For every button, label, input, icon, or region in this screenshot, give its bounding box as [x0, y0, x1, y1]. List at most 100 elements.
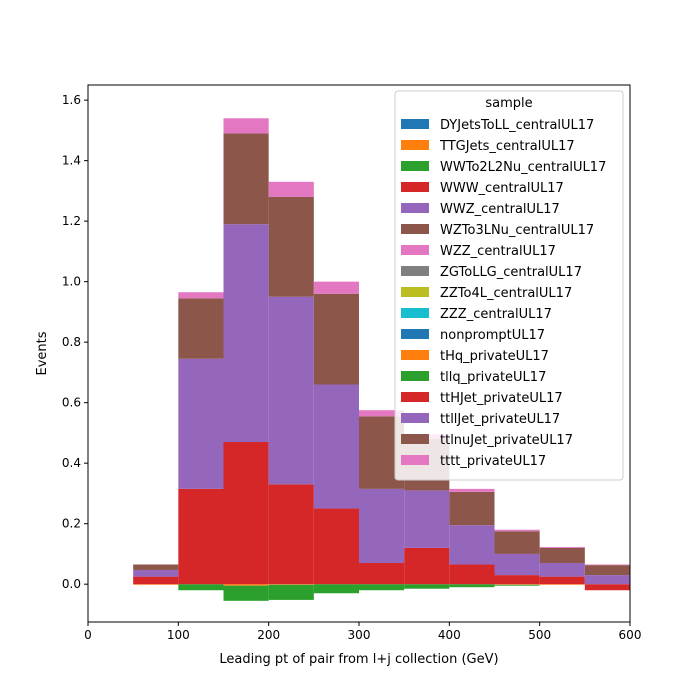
x-tick-label: 100	[167, 628, 190, 642]
legend-label: ZZZ_centralUL17	[440, 307, 552, 322]
histogram-bars	[133, 118, 630, 601]
x-tick-label: 0	[84, 628, 92, 642]
legend-swatch	[401, 371, 429, 381]
legend-swatch	[401, 392, 429, 402]
bar-segment	[268, 181, 314, 197]
bar-segment	[494, 575, 540, 585]
bar-segment	[494, 584, 540, 585]
legend-item: ttlnuJet_privateUL17	[401, 433, 573, 448]
legend-label: ZGToLLG_centralUL17	[440, 265, 582, 280]
legend-swatch	[401, 287, 429, 297]
bar-segment	[584, 565, 630, 576]
legend-label: ZZTo4L_centralUL17	[440, 286, 572, 301]
legend-box	[394, 90, 624, 481]
y-tick-label: 1.0	[62, 275, 81, 289]
bar-segment	[449, 564, 495, 585]
bar-segment	[404, 547, 450, 585]
bar-segment	[404, 490, 450, 548]
legend-label: WWW_centralUL17	[440, 181, 564, 196]
legend-label: ttlnuJet_privateUL17	[440, 433, 573, 448]
legend-label: WZZ_centralUL17	[440, 244, 556, 259]
y-axis-ticks: 0.0 0.2 0.4 0.6 0.8 1.0 1.2 1.4 1.6	[62, 93, 88, 591]
legend-label: ttllJet_privateUL17	[440, 412, 560, 427]
bar-segment	[539, 576, 585, 585]
legend-label: nonpromptUL17	[440, 328, 545, 343]
legend-label: tHq_privateUL17	[440, 349, 549, 364]
y-tick-label: 0.6	[62, 396, 81, 410]
y-tick-label: 0.8	[62, 335, 81, 349]
legend-item: WZZ_centralUL17	[401, 244, 556, 259]
bar-segment	[313, 384, 359, 509]
x-tick-label: 400	[438, 628, 461, 642]
bar-segment	[223, 584, 269, 586]
legend-label: tttt_privateUL17	[440, 454, 546, 469]
bar-segment	[539, 547, 585, 564]
bar-segment	[539, 584, 585, 585]
legend-label: WWTo2L2Nu_centralUL17	[440, 160, 606, 175]
bar-segment	[223, 585, 269, 601]
legend-title: sample	[485, 96, 532, 111]
legend-label: WZTo3LNu_centralUL17	[440, 223, 594, 238]
bar-segment	[223, 133, 269, 225]
legend-item: WWZ_centralUL17	[401, 202, 560, 217]
bar-segment	[494, 553, 540, 576]
legend-swatch	[401, 413, 429, 423]
legend-swatch	[401, 182, 429, 192]
legend-item: ZZZ_centralUL17	[401, 307, 552, 322]
x-tick-label: 300	[348, 628, 371, 642]
y-axis-label: Events	[35, 331, 50, 375]
legend-swatch	[401, 455, 429, 465]
bar-segment	[494, 584, 540, 586]
y-tick-label: 0.0	[62, 577, 81, 591]
bar-segment	[539, 546, 585, 548]
bar-segment	[178, 584, 224, 591]
legend-label: TTGJets_centralUL17	[439, 139, 575, 154]
legend-swatch	[401, 119, 429, 129]
legend-swatch	[401, 350, 429, 360]
bar-segment	[178, 298, 224, 359]
legend-swatch	[401, 203, 429, 213]
bar-segment	[359, 584, 405, 591]
bar-segment	[584, 564, 630, 566]
legend-label: WWZ_centralUL17	[440, 202, 560, 217]
bar-segment	[449, 525, 495, 565]
legend: sample DYJetsToLL_centralUL17 TTGJets_cen…	[394, 90, 624, 481]
y-tick-label: 1.6	[62, 93, 81, 107]
bar-segment	[268, 484, 314, 585]
bar-segment	[268, 196, 314, 297]
legend-items: DYJetsToLL_centralUL17 TTGJets_centralUL1…	[401, 118, 606, 469]
legend-item: tHq_privateUL17	[401, 349, 549, 364]
bar-segment	[133, 564, 179, 570]
bar-segment	[539, 563, 585, 577]
bar-segment	[223, 224, 269, 442]
legend-item: ttHJet_privateUL17	[401, 391, 563, 406]
x-axis-label: Leading pt of pair from l+j collection (…	[219, 652, 498, 667]
legend-swatch	[401, 245, 429, 255]
legend-item: WWW_centralUL17	[401, 181, 564, 196]
bar-segment	[133, 569, 179, 577]
legend-item: tttt_privateUL17	[401, 454, 546, 469]
bar-segment	[268, 296, 314, 485]
legend-item: ZZTo4L_centralUL17	[401, 286, 572, 301]
x-tick-label: 200	[257, 628, 280, 642]
bar-segment	[223, 118, 269, 134]
legend-item: ZGToLLG_centralUL17	[401, 265, 582, 280]
bar-segment	[359, 410, 405, 417]
bar-segment	[268, 584, 314, 585]
legend-item: TTGJets_centralUL17	[401, 139, 575, 154]
legend-swatch	[401, 434, 429, 444]
x-axis-ticks: 0 100 200 300 400 500 600	[84, 622, 641, 642]
x-tick-label: 500	[528, 628, 551, 642]
legend-swatch	[401, 329, 429, 339]
bar-segment	[584, 584, 630, 591]
bar-segment	[584, 575, 630, 585]
bar-segment	[449, 584, 495, 588]
bar-segment	[359, 488, 405, 564]
bar-segment	[404, 584, 450, 589]
legend-swatch	[401, 266, 429, 276]
bar-segment	[449, 488, 495, 492]
legend-swatch	[401, 308, 429, 318]
legend-label: DYJetsToLL_centralUL17	[440, 118, 594, 133]
bar-segment	[313, 293, 359, 385]
